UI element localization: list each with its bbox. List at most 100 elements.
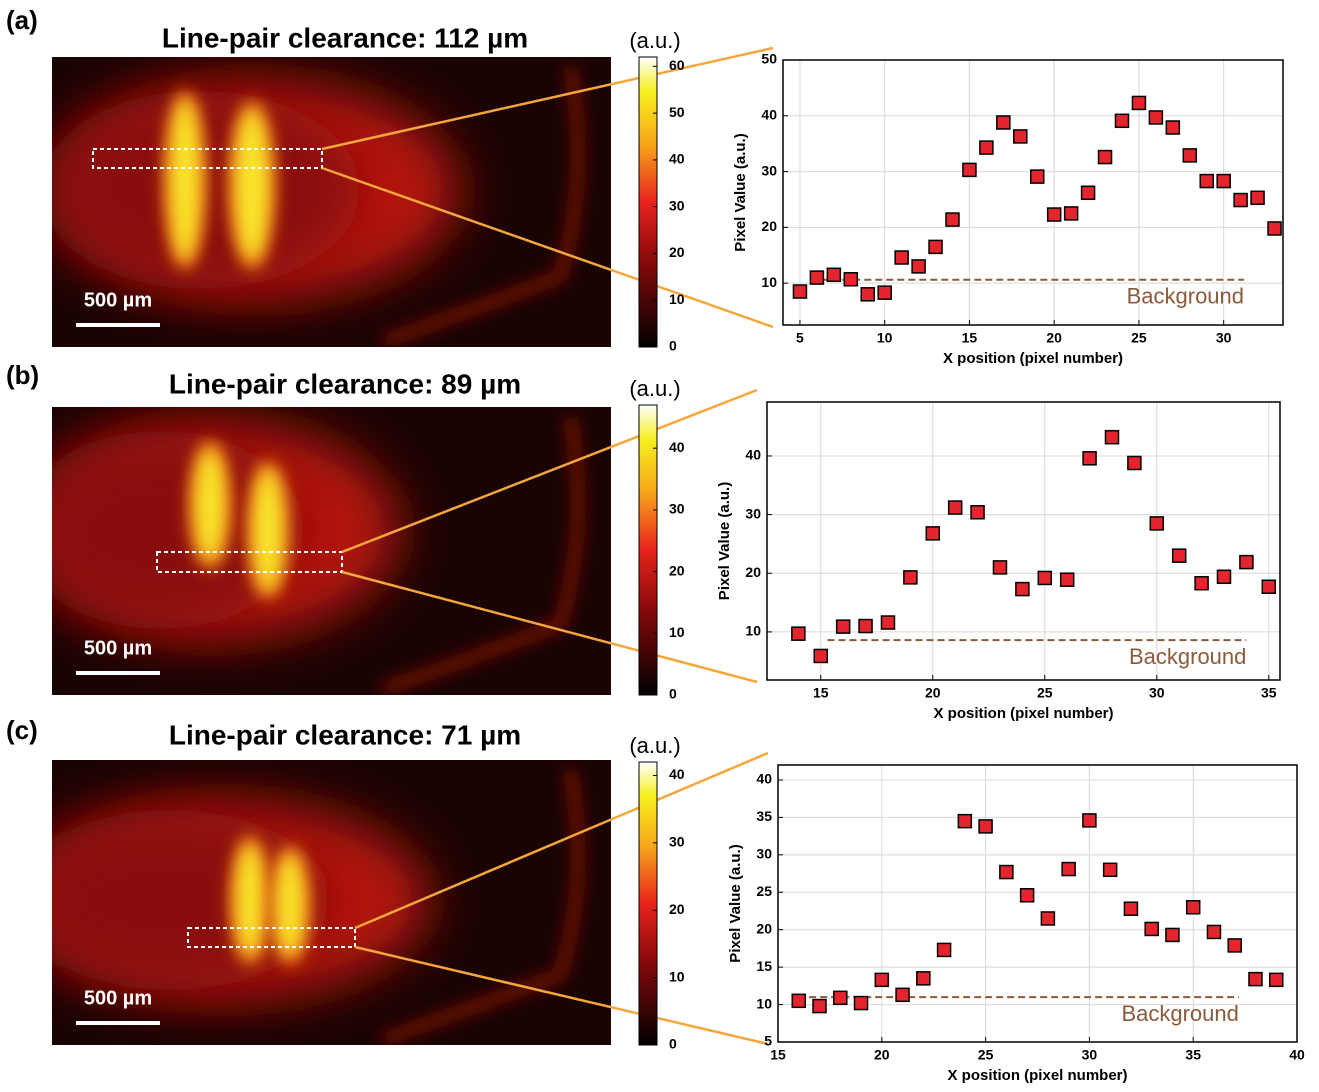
data-marker [1104,429,1120,445]
data-marker [1082,451,1097,466]
colorbar-tick-label: 0 [669,338,677,354]
x-tick-label: 30 [1149,685,1165,701]
background-label: Background [1121,1001,1238,1026]
data-marker [858,618,873,634]
colorbar-tick-label: 20 [669,901,685,917]
data-marker [928,239,943,255]
data-marker [1165,927,1180,943]
data-marker [1061,861,1076,877]
x-axis-label: X position (pixel number) [943,350,1123,367]
x-axis-label: X position (pixel number) [947,1067,1127,1084]
data-marker [1216,173,1231,189]
data-marker [1082,813,1097,828]
colorbar [638,761,658,1046]
colorbar-label: (a.u.) [629,28,680,53]
x-tick-label: 30 [1082,1047,1098,1063]
data-marker [1123,901,1139,916]
colorbar-label: (a.u.) [629,733,680,758]
data-marker [1267,221,1282,236]
data-marker [945,212,960,227]
x-axis-label: X position (pixel number) [933,705,1113,722]
colorbar [638,56,658,348]
data-marker [813,648,829,664]
data-marker [833,990,848,1006]
data-marker [874,972,890,988]
scale-bar-label: 500 µm [84,987,152,1009]
colorbar-tick-label: 10 [669,624,685,640]
data-marker [880,615,896,630]
data-marker [1149,516,1165,531]
plot-frame [777,764,1298,1043]
image-line [277,855,303,955]
image-line [171,100,199,260]
image-edge [380,66,582,346]
data-marker [970,505,985,520]
plot-area [767,402,1280,680]
y-tick-label: 5 [764,1033,772,1049]
panel-label: (b) [6,360,39,390]
y-tick-label: 15 [756,958,772,974]
data-marker [1046,207,1062,222]
data-marker [1194,575,1209,591]
y-tick-label: 20 [761,218,777,234]
background-label: Background [1129,644,1246,669]
x-tick-label: 25 [1131,330,1147,346]
data-marker [843,272,859,287]
x-tick-label: 35 [1261,685,1277,701]
data-marker [791,626,806,641]
scale-bar-label: 500 µm [84,637,152,659]
colorbar-tick-label: 40 [669,766,685,782]
colorbar-tick-label: 30 [669,501,685,517]
colorbar-tick-label: 10 [669,968,685,984]
y-tick-label: 35 [756,808,772,824]
data-marker [1268,972,1284,988]
x-tick-label: 20 [874,1047,890,1063]
colorbar-tick-label: 0 [669,1036,677,1052]
heatmap-image [52,760,611,1045]
roi-box [92,148,323,169]
data-marker [826,267,842,283]
zoom-line [341,388,758,554]
x-tick-label: 35 [1185,1047,1201,1063]
data-marker [911,259,926,274]
panel-title: Line-pair clearance: 71 µm [169,719,521,750]
image-line [236,110,268,260]
data-marker [1206,924,1222,940]
data-marker [903,570,918,585]
colorbar-tick-label: 30 [669,834,685,850]
colorbar-tick-label: 30 [669,197,685,213]
colorbar-tick-label: 20 [669,244,685,260]
data-marker [992,560,1008,575]
x-tick-label: 15 [770,1047,786,1063]
x-tick-label: 10 [877,330,893,346]
data-marker [1019,888,1035,903]
data-marker [936,942,952,958]
data-marker [792,284,808,299]
data-marker [1144,921,1159,937]
x-tick-label: 25 [1037,685,1053,701]
x-tick-label: 5 [796,330,804,346]
y-tick-label: 10 [761,274,777,290]
x-tick-label: 25 [978,1047,994,1063]
colorbar-tick-label: 40 [669,151,685,167]
data-marker [1248,971,1263,987]
panel-title: Line-pair clearance: 89 µm [169,368,521,399]
data-marker [978,819,993,834]
panel-label: (a) [6,5,38,35]
data-marker [791,993,807,1009]
data-marker [1063,206,1079,221]
colorbar-tick-label: 50 [669,104,685,120]
data-marker [916,971,931,986]
data-marker [1114,113,1130,129]
zoom-line [321,46,774,151]
data-marker [894,250,909,265]
data-marker [947,500,963,515]
data-marker [1080,185,1096,201]
colorbar-tick-label: 0 [669,686,677,702]
y-tick-label: 40 [745,447,761,463]
data-marker [925,526,941,541]
y-tick-label: 40 [761,106,777,122]
data-marker [1239,554,1254,570]
y-tick-label: 30 [761,162,777,178]
